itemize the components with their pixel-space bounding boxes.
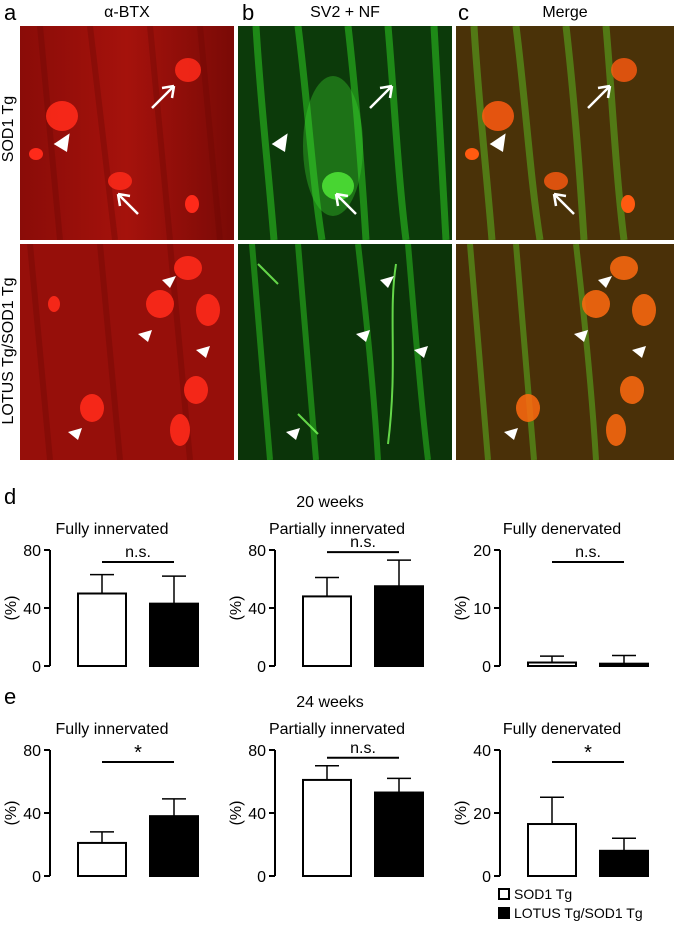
- column-title-alpha-btx: α-BTX: [104, 4, 150, 21]
- y-tick-label: 40: [473, 743, 491, 760]
- bar-lotus: [599, 662, 649, 667]
- y-tick-label: 20: [473, 543, 491, 560]
- micrograph-c-sod1: [456, 26, 674, 240]
- y-tick-label: 40: [23, 601, 41, 618]
- panel-letter-d: d: [4, 484, 17, 509]
- y-tick-label: 80: [248, 743, 266, 760]
- bar-chart-24w-fully-denervated: Fully denervated 0 20 40 (%) *: [453, 721, 649, 884]
- y-axis-label: (%): [453, 596, 470, 621]
- chart-title: Fully denervated: [503, 721, 621, 738]
- y-axis-label: (%): [228, 596, 245, 621]
- significance-label: n.s.: [575, 544, 601, 561]
- chart-title: Partially innervated: [269, 721, 405, 738]
- bar-lotus: [374, 585, 424, 667]
- y-axis-label: (%): [453, 801, 470, 826]
- bar-sod1: [527, 823, 577, 877]
- micrograph-b-lotus: [238, 244, 452, 460]
- y-tick-label: 10: [473, 601, 491, 618]
- bar-sod1: [77, 592, 127, 667]
- significance-label: n.s.: [350, 534, 376, 551]
- micrograph-c-lotus: [456, 244, 674, 460]
- bar-sod1: [77, 841, 127, 878]
- y-tick-label: 40: [248, 601, 266, 618]
- y-tick-label: 0: [482, 869, 491, 884]
- section-title-24-weeks: 24 weeks: [296, 694, 364, 711]
- y-axis-label: (%): [3, 801, 20, 826]
- legend-swatch-black: [498, 907, 510, 919]
- column-title-sv2-nf: SV2 + NF: [310, 4, 380, 21]
- section-title-20-weeks: 20 weeks: [296, 494, 364, 511]
- chart-title: Partially innervated: [269, 521, 405, 538]
- significance-label: n.s.: [125, 544, 151, 561]
- panel-letter-a: a: [4, 0, 17, 25]
- y-tick-label: 20: [473, 806, 491, 823]
- y-tick-label: 0: [32, 659, 41, 674]
- chart-title: Fully denervated: [503, 521, 621, 538]
- significance-label: *: [134, 742, 142, 764]
- panel-letter-c: c: [458, 0, 469, 25]
- significance-label: *: [584, 742, 592, 764]
- bar-lotus: [599, 849, 649, 878]
- y-tick-label: 0: [257, 659, 266, 674]
- chart-title: Fully innervated: [56, 521, 169, 538]
- significance-label: n.s.: [350, 740, 376, 757]
- column-title-merge: Merge: [542, 4, 588, 21]
- y-tick-label: 0: [257, 869, 266, 884]
- bar-lotus: [149, 815, 199, 877]
- bar-chart-20w-partially-innervated: Partially innervated 0 40 80 (%) n.s.: [228, 521, 424, 674]
- micrograph-a-lotus: [20, 244, 234, 460]
- legend-label-sod1: SOD1 Tg: [514, 886, 573, 902]
- y-tick-label: 80: [23, 543, 41, 560]
- legend-swatch-white: [498, 888, 510, 900]
- bar-sod1: [302, 595, 352, 667]
- bar-lotus: [374, 791, 424, 877]
- y-axis-label: (%): [228, 801, 245, 826]
- micrograph-a-sod1: [20, 26, 234, 240]
- bar-sod1: [302, 778, 352, 877]
- panel-letter-b: b: [242, 0, 255, 25]
- y-tick-label: 80: [248, 543, 266, 560]
- legend-item-sod1: SOD1 Tg: [498, 886, 572, 902]
- bar-chart-20w-fully-innervated: Fully innervated 0 40 80 (%) n.s.: [3, 521, 199, 674]
- chart-title: Fully innervated: [56, 721, 169, 738]
- y-tick-label: 0: [482, 659, 491, 674]
- bar-chart-24w-fully-innervated: Fully innervated 0 40 80 (%) *: [3, 721, 199, 884]
- row-label-sod1: SOD1 Tg: [0, 95, 17, 163]
- legend-label-lotus: LOTUS Tg/SOD1 Tg: [514, 905, 643, 921]
- bar-chart-24w-partially-innervated: Partially innervated 0 40 80 (%) n.s.: [228, 721, 424, 884]
- y-tick-label: 80: [23, 743, 41, 760]
- panel-letter-e: e: [4, 684, 17, 709]
- bar-chart-20w-fully-denervated: Fully denervated 0 10 20 (%) n.s.: [453, 521, 649, 674]
- bar-sod1: [527, 661, 577, 668]
- legend-item-lotus: LOTUS Tg/SOD1 Tg: [498, 905, 643, 921]
- y-tick-label: 0: [32, 869, 41, 884]
- y-axis-label: (%): [3, 596, 20, 621]
- bar-lotus: [149, 602, 199, 667]
- row-label-lotus-sod1: LOTUS Tg/SOD1 Tg: [0, 277, 17, 425]
- y-tick-label: 40: [248, 806, 266, 823]
- arrowhead-icon: [53, 133, 70, 153]
- micrograph-b-sod1: [238, 26, 452, 240]
- y-tick-label: 40: [23, 806, 41, 823]
